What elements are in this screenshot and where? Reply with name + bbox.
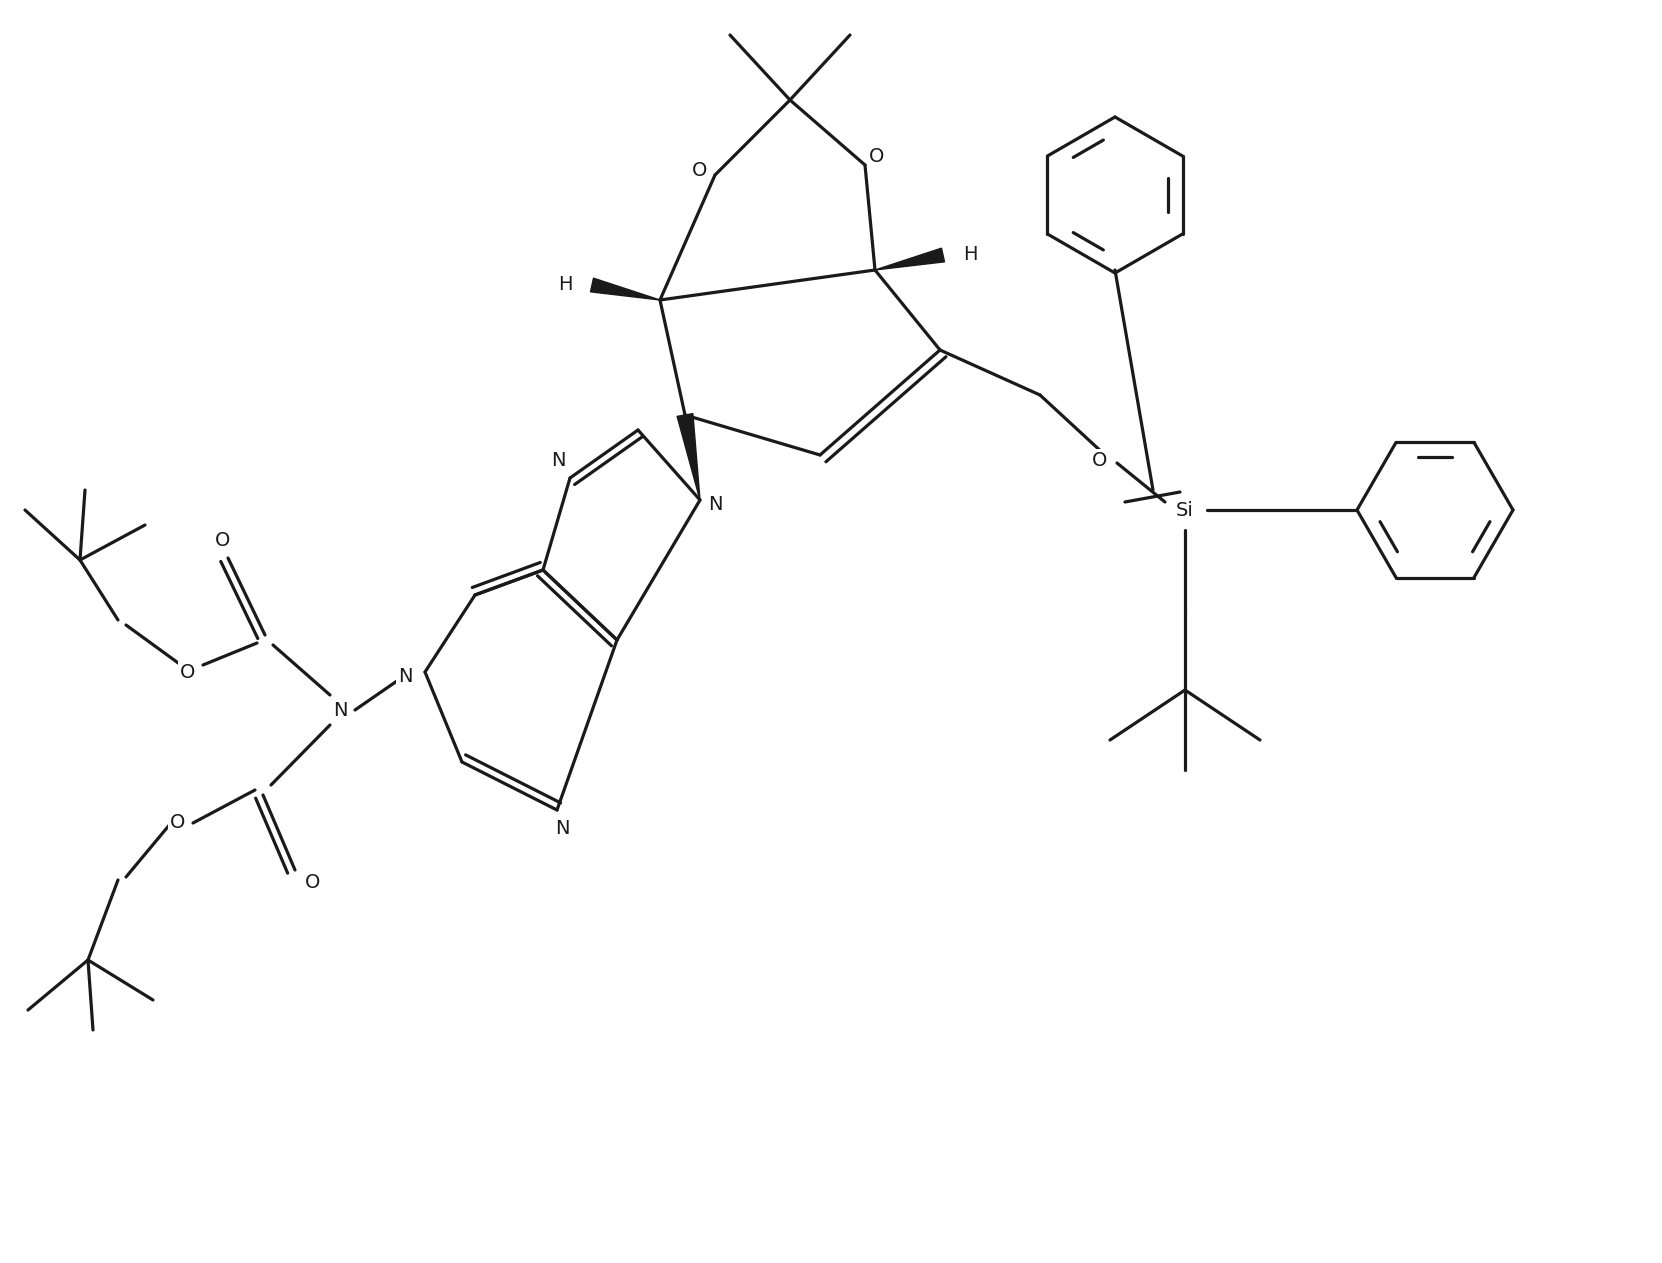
Polygon shape [874, 248, 944, 270]
Polygon shape [590, 278, 660, 301]
Text: N: N [708, 495, 723, 514]
Text: N: N [550, 451, 565, 470]
Text: O: O [170, 812, 186, 831]
Text: N: N [332, 701, 347, 720]
Text: O: O [693, 160, 708, 179]
Text: N: N [555, 818, 570, 837]
Polygon shape [676, 413, 700, 500]
Text: O: O [1092, 451, 1107, 470]
Text: O: O [306, 873, 321, 892]
Text: Si: Si [1177, 500, 1193, 519]
Text: H: H [962, 245, 977, 264]
Text: O: O [216, 530, 231, 549]
Text: O: O [179, 663, 196, 682]
Text: N: N [397, 668, 412, 687]
Text: O: O [869, 148, 884, 167]
Text: H: H [558, 275, 572, 294]
